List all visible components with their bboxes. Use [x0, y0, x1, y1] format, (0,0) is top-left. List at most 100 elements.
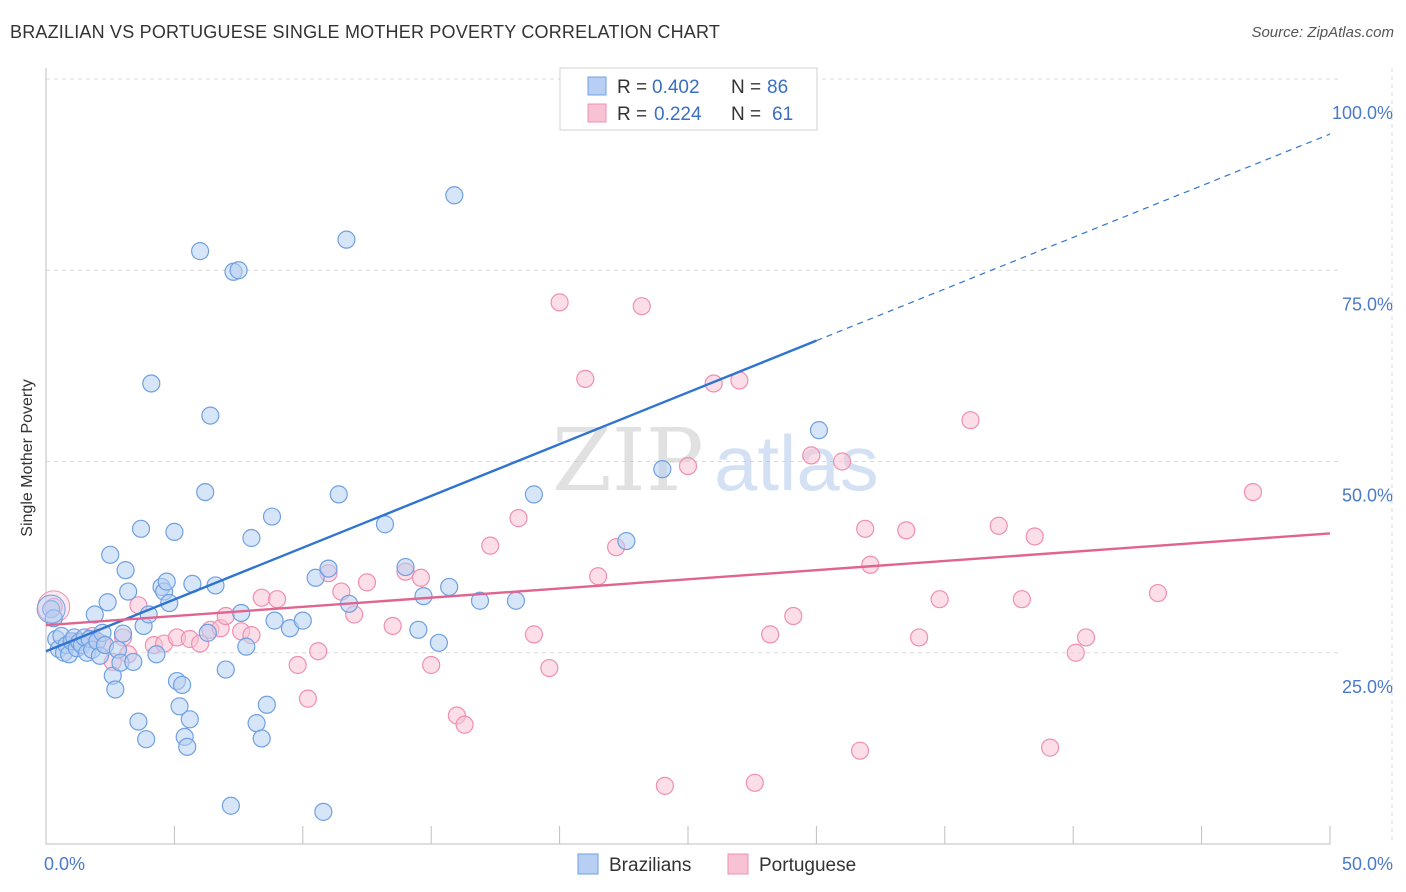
trend-lines — [45, 133, 1331, 653]
brazilian-point-62 — [247, 714, 266, 733]
portuguese-point-39 — [589, 567, 608, 586]
series-brazilians — [36, 69, 829, 821]
brazilian-point-17 — [85, 605, 104, 624]
portuguese-point-18 — [252, 588, 271, 607]
brazilian-point-86 — [653, 460, 672, 479]
portuguese-point-19 — [268, 590, 287, 609]
brazilian-point-38 — [147, 645, 166, 664]
portuguese-point-54 — [897, 521, 916, 540]
brazilian-point-77 — [409, 620, 428, 639]
portuguese-point-64 — [1148, 583, 1168, 603]
bottom-label-brazilians: Brazilians — [609, 855, 691, 876]
brazilian-point-87 — [809, 421, 829, 440]
portuguese-point-57 — [961, 411, 980, 430]
portuguese-point-50 — [832, 452, 852, 471]
portuguese-point-48 — [784, 606, 803, 626]
gridlines — [46, 68, 1393, 844]
portuguese-point-56 — [930, 590, 949, 609]
y-tick-label-0: 25.0% — [1342, 677, 1393, 697]
portuguese-point-21 — [298, 689, 318, 708]
portuguese-point-38 — [576, 369, 595, 388]
brazilian-point-85 — [617, 531, 636, 551]
watermark: ZIP atlas — [552, 411, 879, 511]
brazilian-point-35 — [137, 730, 156, 749]
brazilian-point-84 — [445, 186, 464, 205]
legend-swatch-portuguese — [587, 103, 607, 123]
brazilian-point-81 — [506, 591, 526, 610]
brazilian-point-48 — [178, 737, 197, 756]
y-tick-label-3: 100.0% — [1332, 103, 1393, 123]
legend-top: R = 0.402 N = 86 R = 0.224 N = 61 — [559, 67, 818, 131]
source-credit: Source: ZipAtlas.com — [1251, 24, 1394, 41]
portuguese-point-20 — [288, 655, 307, 675]
bottom-swatch-brazilians — [577, 853, 599, 875]
brazilian-point-64 — [257, 695, 276, 714]
brazilian-point-89 — [414, 587, 433, 606]
brazilian-point-32 — [129, 712, 148, 731]
portuguese-point-22 — [309, 642, 328, 661]
brazilian-point-80 — [470, 591, 490, 610]
portuguese-point-35 — [524, 625, 544, 644]
portuguese-point-29 — [411, 568, 431, 587]
brazilian-point-69 — [293, 611, 312, 630]
brazilian-point-52 — [198, 623, 217, 642]
portuguese-point-32 — [455, 715, 474, 734]
portuguese-point-37 — [550, 293, 569, 312]
portuguese-point-60 — [1025, 527, 1044, 546]
brazilian-point-59 — [232, 603, 251, 623]
brazilian-point-82 — [524, 485, 544, 504]
portuguese-point-42 — [655, 776, 674, 795]
y-tick-label-2: 75.0% — [1342, 294, 1393, 314]
portuguese-point-43 — [678, 456, 698, 476]
brazilian-point-41 — [157, 572, 176, 591]
portuguese-point-51 — [850, 741, 870, 760]
axes — [45, 68, 1331, 845]
portuguese-point-27 — [383, 616, 402, 636]
portuguese-point-65 — [1243, 483, 1263, 502]
portuguese-point-59 — [1012, 590, 1031, 609]
portuguese-point-62 — [1066, 643, 1085, 662]
brazilian-point-33 — [131, 519, 151, 538]
y-tick-label-1: 50.0% — [1342, 486, 1393, 506]
legend-r-value-1: 0.402 — [652, 77, 700, 98]
chart-title: BRAZILIAN VS PORTUGUESE SINGLE MOTHER PO… — [10, 22, 721, 42]
portuguese-point-58 — [989, 516, 1008, 535]
brazilian-point-71 — [319, 559, 338, 578]
legend-n-label-2: N = — [731, 104, 761, 125]
brazilian-point-56 — [221, 796, 240, 815]
bottom-swatch-portuguese — [727, 853, 749, 875]
legend-r-label-2: R = — [617, 104, 647, 125]
brazilian-point-43 — [165, 522, 184, 541]
brazilian-point-51 — [196, 483, 215, 502]
brazilian-point-28 — [113, 624, 133, 643]
brazilian-point-29 — [116, 561, 135, 580]
brazilian-point-61 — [242, 528, 261, 548]
brazilian-point-72 — [314, 802, 333, 821]
portuguese-point-63 — [1076, 628, 1096, 647]
brazilian-point-30 — [119, 582, 138, 601]
portuguese-point-49 — [802, 446, 821, 465]
trend-portuguese — [45, 532, 1331, 627]
legend-n-label-1: N = — [731, 77, 761, 98]
portuguese-point-33 — [481, 536, 500, 555]
series-portuguese — [37, 293, 1263, 795]
brazilian-point-76 — [396, 557, 415, 577]
brazilian-point-66 — [265, 611, 284, 630]
legend-n-value-2: 61 — [772, 104, 793, 125]
brazilian-point-63 — [252, 729, 271, 748]
brazilian-point-23 — [101, 545, 120, 564]
trend-brazilians-dashed — [816, 133, 1331, 342]
brazilian-point-49 — [180, 710, 199, 729]
brazilian-point-large — [36, 594, 66, 624]
portuguese-point-30 — [422, 655, 441, 675]
brazilian-point-25 — [106, 680, 125, 699]
portuguese-point-15 — [216, 606, 235, 626]
brazilian-point-73 — [329, 485, 348, 504]
legend-swatch-brazilians — [587, 76, 607, 96]
legend-bottom: Brazilians Portuguese — [577, 853, 856, 876]
brazilian-point-58 — [229, 261, 248, 280]
brazilian-point-70 — [306, 568, 325, 587]
trend-brazilians-solid — [45, 339, 817, 653]
brazilian-point-45 — [170, 697, 189, 716]
